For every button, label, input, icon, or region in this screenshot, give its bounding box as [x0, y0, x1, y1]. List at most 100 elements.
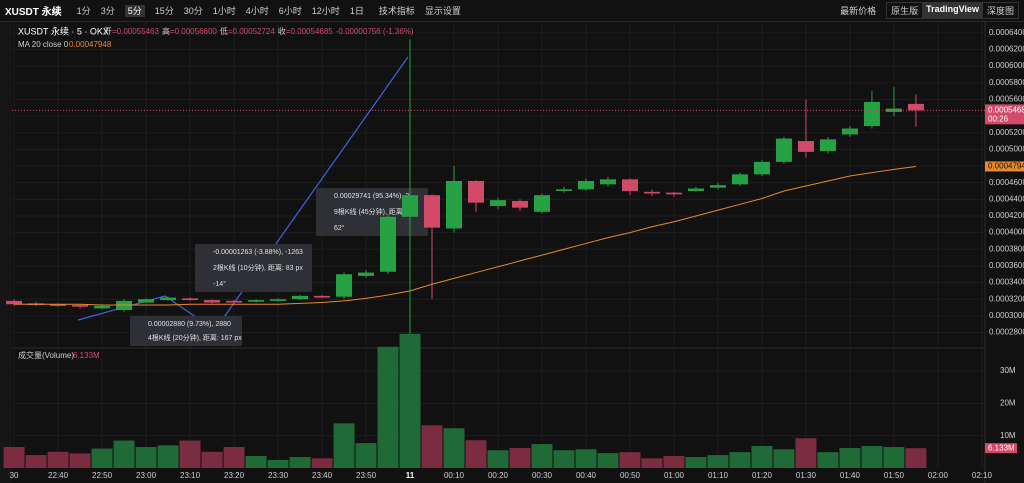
- y-tick-label: 0.00060000: [989, 61, 1024, 70]
- x-tick-label: 23:50: [356, 471, 377, 480]
- intervals: 1分 3分 5分 15分 30分 1小时 4小时 6小时 12小时 1日: [72, 4, 369, 17]
- y-tick-label: 0.00042000: [989, 211, 1024, 220]
- symbol[interactable]: XUSDT 永续: [5, 7, 62, 18]
- last-price-box: [985, 104, 1024, 125]
- x-tick-label: 01:40: [840, 471, 861, 480]
- volume-bar: [47, 451, 69, 468]
- ohlc-change: -0.00000756 (-1.36%): [336, 27, 414, 36]
- interval[interactable]: 15分: [154, 6, 174, 16]
- volume-bar: [113, 440, 135, 468]
- x-tick-label: 02:00: [928, 471, 949, 480]
- candle-body: [72, 305, 89, 307]
- x-tick-label: 23:40: [312, 471, 333, 480]
- volume-bar: [641, 458, 663, 468]
- volume-bar: [773, 449, 795, 468]
- candle-body: [577, 181, 594, 190]
- candle-body: [50, 304, 67, 306]
- volume-bar: [817, 452, 839, 468]
- candle-body: [753, 161, 770, 175]
- volume-bar: [487, 450, 509, 468]
- interval[interactable]: 5分: [124, 5, 145, 17]
- x-tick-label: 00:20: [488, 471, 509, 480]
- volume-bar: [861, 446, 883, 468]
- ohlc-value: =0.00055463: [112, 27, 159, 36]
- interval[interactable]: 6小时: [278, 6, 302, 16]
- measure-text: -0.00001263 (-3.88%), -1263: [213, 249, 303, 256]
- interval[interactable]: 1小时: [212, 6, 236, 16]
- measure-text: 0.00029741 (95.34%), 2: [334, 193, 409, 200]
- price-mode[interactable]: 最新价格: [840, 6, 877, 16]
- candle-body: [907, 103, 924, 111]
- y-tick-label: 0.00050000: [989, 144, 1024, 153]
- candle-body: [489, 200, 506, 206]
- volume-bar: [179, 440, 201, 468]
- volume-bar: [839, 447, 861, 468]
- interval[interactable]: 30分: [183, 6, 203, 16]
- candle-body: [424, 195, 441, 228]
- candle-body: [6, 300, 23, 305]
- volume-bar: [91, 448, 113, 468]
- interval[interactable]: 4小时: [245, 6, 269, 16]
- candle-body: [292, 295, 309, 300]
- y-tick-label: 0.00058000: [989, 78, 1024, 87]
- volume-bar: [223, 446, 245, 468]
- last-price-label: 0.00054685: [988, 105, 1024, 114]
- x-tick-label: 23:10: [180, 471, 201, 480]
- volume-bar: [267, 459, 289, 468]
- view-tab[interactable]: 原生版: [891, 6, 919, 16]
- volume-bar: [795, 438, 817, 468]
- interval[interactable]: 12小时: [311, 6, 340, 16]
- x-tick-label: 23:30: [268, 471, 289, 480]
- x-tick-label: 23:20: [224, 471, 245, 480]
- y-tick-label: 0.00064000: [989, 28, 1024, 37]
- candle-body: [511, 200, 528, 208]
- volume-bar: [289, 457, 311, 468]
- volume-bar: [575, 449, 597, 468]
- candle-body: [797, 141, 814, 152]
- measure-text: 9根K线 (45分钟), 距离:: [334, 207, 405, 216]
- candle-body: [775, 138, 792, 162]
- y-tick-label: 0.00030000: [989, 311, 1024, 320]
- y-tick-label: 0.00034000: [989, 278, 1024, 287]
- interval[interactable]: 1分: [76, 6, 91, 16]
- y-tick-label: 0.00052000: [989, 128, 1024, 137]
- x-tick-label: 00:50: [620, 471, 641, 480]
- interval[interactable]: 3分: [100, 6, 115, 16]
- volume-bar: [135, 446, 157, 468]
- volume-bar: [245, 456, 267, 468]
- candle-body: [94, 305, 111, 309]
- interval[interactable]: 1日: [349, 6, 364, 16]
- y-tick-label: 0.00032000: [989, 294, 1024, 303]
- x-tick-label: 22:40: [48, 471, 69, 480]
- view-tab[interactable]: 深度图: [986, 6, 1014, 16]
- candle-body: [204, 300, 221, 303]
- volume-label: 6.133M: [988, 443, 1015, 452]
- y-tick-label: 0.00046000: [989, 178, 1024, 187]
- volume-bar: [553, 450, 575, 468]
- volume-bar: [377, 346, 399, 468]
- volume-bar: [25, 455, 47, 468]
- candle-body: [731, 174, 748, 185]
- indicators[interactable]: 技术指标: [378, 6, 415, 16]
- view-tab[interactable]: TradingView: [922, 3, 983, 18]
- volume-bar: [663, 456, 685, 468]
- volume-bar: [3, 446, 25, 468]
- candle-body: [380, 216, 397, 272]
- volume-bar: [685, 457, 707, 468]
- candle-body: [819, 139, 836, 152]
- ma-label: 0.00047948: [988, 162, 1024, 171]
- volume-bar: [883, 446, 905, 468]
- ma-line: [14, 165, 916, 306]
- candle-body: [599, 179, 616, 185]
- volume-bar: [69, 453, 91, 468]
- x-tick-label: 00:10: [444, 471, 465, 480]
- y-tick-label: 0.00044000: [989, 194, 1024, 203]
- volume-bar: [707, 455, 729, 468]
- ma-box: [985, 161, 1024, 172]
- candle-body: [555, 189, 572, 191]
- measure-text: 4根K线 (20分钟), 距离: 167 px: [148, 333, 242, 342]
- display-settings[interactable]: 显示设置: [424, 6, 461, 16]
- x-tick-label: 01:10: [708, 471, 729, 480]
- y-tick-label: 0.00040000: [989, 228, 1024, 237]
